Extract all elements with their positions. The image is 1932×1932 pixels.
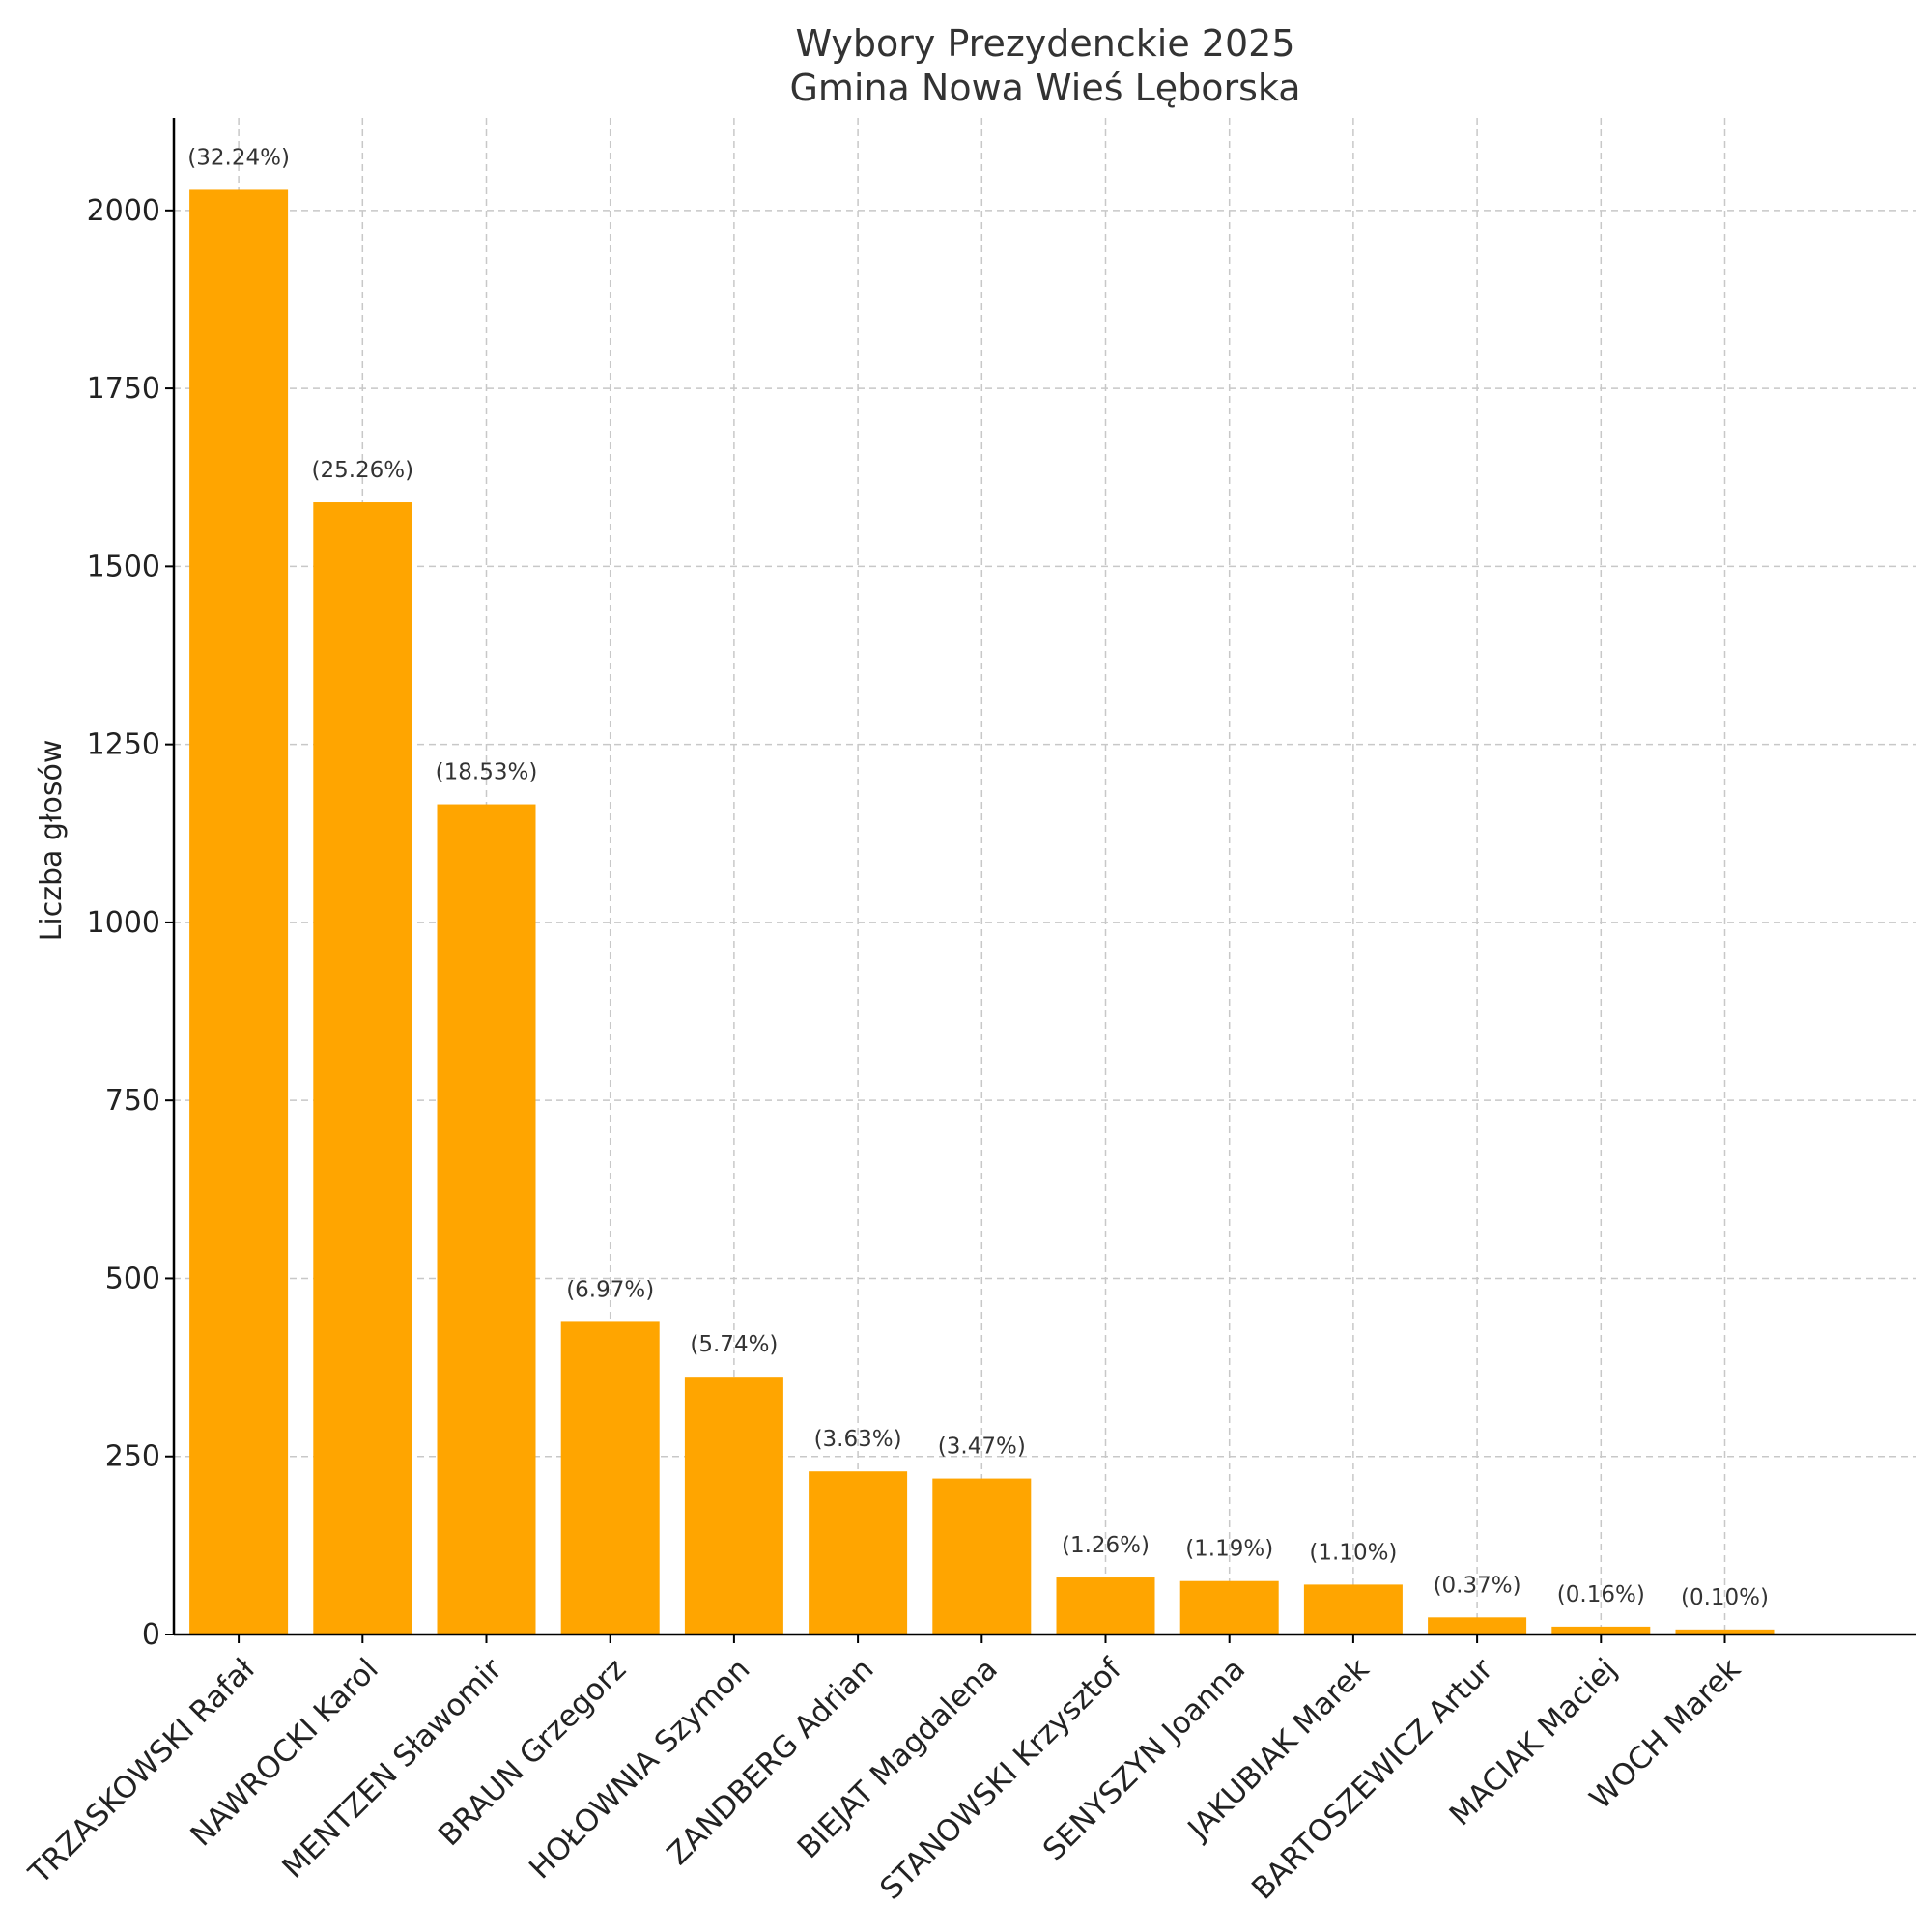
bar-percent-label: (1.19%) [1185, 1537, 1273, 1562]
y-tick-label: 0 [142, 1618, 160, 1652]
bar [1428, 1617, 1527, 1634]
bar [437, 804, 536, 1634]
bar [560, 1321, 660, 1634]
bar-percent-label: (1.10%) [1309, 1540, 1397, 1565]
bar-percent-label: (0.16%) [1557, 1582, 1645, 1607]
bar [1675, 1629, 1775, 1634]
data-labels: (32.24%) (25.26%) (18.53%) (6.97%) (5.74%) (3… [187, 145, 1769, 1609]
bar-percent-label: (0.10%) [1681, 1585, 1769, 1610]
bars [189, 189, 1775, 1634]
bar-percent-label: (1.26%) [1062, 1533, 1150, 1558]
x-tick-label: TRZASKOWSKI Rafał [21, 1652, 261, 1891]
y-tick-label: 2000 [87, 194, 160, 228]
y-axis-label: Liczba głosów [35, 740, 69, 942]
bar-percent-label: (0.37%) [1434, 1573, 1521, 1598]
y-tick-label: 750 [105, 1084, 160, 1118]
bar-percent-label: (6.97%) [566, 1277, 654, 1302]
y-tick-label: 500 [105, 1262, 160, 1295]
bar [932, 1478, 1032, 1634]
x-tick-label: HOŁOWNIA Szymon [523, 1652, 756, 1886]
bar [684, 1377, 783, 1634]
y-tick-label: 1000 [87, 906, 160, 940]
y-axis-ticks: 0 250 500 750 1000 1250 1500 1750 2000 [87, 194, 174, 1652]
bar-percent-label: (3.47%) [938, 1435, 1026, 1460]
bar [1551, 1626, 1651, 1634]
y-tick-label: 250 [105, 1440, 160, 1474]
y-tick-label: 1500 [87, 550, 160, 583]
bar [189, 189, 289, 1634]
grid [174, 118, 1916, 1634]
bar [1303, 1584, 1403, 1634]
x-tick-label: ZANDBERG Adrian [661, 1652, 881, 1872]
y-tick-label: 1750 [87, 372, 160, 406]
x-tick-label: MENTZEN Sławomir [275, 1652, 509, 1886]
bar [1179, 1580, 1279, 1634]
bar [313, 502, 412, 1634]
bar-percent-label: (25.26%) [311, 458, 413, 483]
axes [172, 118, 1916, 1636]
x-tick-label: STANOWSKI Krzysztof [873, 1651, 1128, 1906]
chart-title-line-1: Wybory Prezydenckie 2025 [795, 22, 1294, 65]
x-tick-label: SENYSZYN Joanna [1037, 1652, 1252, 1867]
bar [809, 1471, 908, 1634]
bar-percent-label: (5.74%) [690, 1332, 778, 1357]
y-tick-label: 1250 [87, 728, 160, 762]
bar [1056, 1577, 1155, 1634]
x-tick-label: BARTOSZEWICZ Artur [1245, 1652, 1500, 1907]
bar-percent-label: (32.24%) [187, 145, 290, 170]
bar-percent-label: (18.53%) [436, 760, 538, 785]
chart-title-line-2: Gmina Nowa Wieś Lęborska [789, 67, 1300, 109]
bar-percent-label: (3.63%) [814, 1427, 902, 1452]
